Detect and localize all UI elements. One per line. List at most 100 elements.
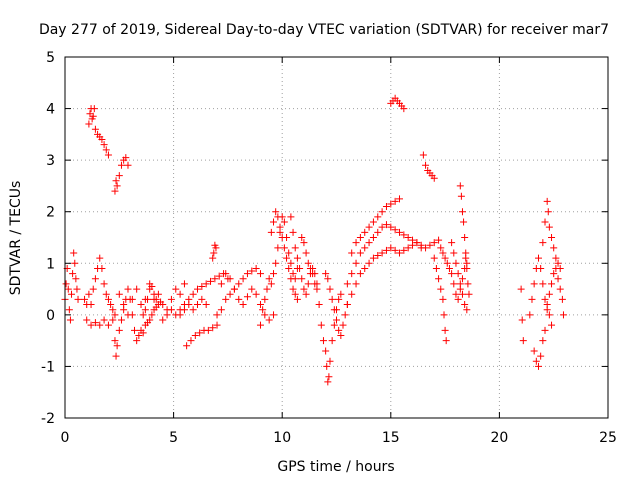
data-point	[430, 239, 438, 247]
data-point	[109, 316, 117, 324]
data-point	[72, 275, 80, 283]
data-point	[87, 321, 95, 329]
data-point	[322, 347, 330, 355]
data-point	[191, 331, 199, 339]
data-point	[450, 249, 458, 257]
data-point	[235, 295, 243, 303]
data-point	[324, 275, 332, 283]
data-point	[111, 337, 119, 345]
data-point	[185, 301, 193, 309]
data-point	[252, 290, 260, 298]
data-point	[159, 316, 167, 324]
data-point	[96, 254, 104, 262]
series-seg-12	[209, 241, 220, 262]
data-point	[348, 290, 356, 298]
data-point	[458, 290, 466, 298]
data-point	[443, 259, 451, 267]
data-point	[198, 295, 206, 303]
data-point	[519, 337, 527, 345]
data-point	[274, 213, 282, 221]
data-point	[448, 270, 456, 278]
data-point	[317, 321, 325, 329]
data-point	[432, 264, 440, 272]
data-point	[454, 295, 462, 303]
y-axis-ticks: -2 -1 0 1 2 3 4 5	[41, 50, 608, 427]
data-point	[112, 177, 120, 185]
data-point	[98, 136, 106, 144]
data-point	[324, 378, 332, 386]
data-point	[209, 324, 217, 332]
data-point	[439, 295, 447, 303]
data-point	[298, 234, 306, 241]
data-point	[387, 200, 395, 208]
data-point	[413, 239, 421, 247]
data-point	[417, 244, 425, 252]
series-seg-05	[111, 154, 132, 195]
data-point	[124, 285, 132, 293]
data-point	[456, 182, 464, 190]
data-point	[548, 321, 556, 329]
series-seg-25	[419, 151, 438, 182]
data-point	[323, 362, 331, 370]
data-point	[83, 316, 91, 324]
data-point	[391, 226, 399, 234]
data-point	[543, 301, 551, 309]
data-point	[365, 239, 373, 247]
data-point	[263, 285, 271, 293]
data-point	[304, 259, 312, 267]
data-point	[545, 290, 553, 298]
data-point	[554, 275, 562, 283]
data-point	[335, 295, 343, 303]
data-point	[211, 275, 219, 283]
data-point	[532, 357, 540, 365]
data-point	[113, 342, 121, 350]
data-point	[293, 254, 301, 262]
data-point	[135, 331, 143, 339]
data-point	[437, 244, 445, 252]
series-seg-15	[256, 213, 301, 329]
data-point	[287, 213, 295, 221]
x-tick-label: 0	[61, 430, 70, 446]
data-point	[302, 249, 310, 257]
data-point	[378, 223, 386, 231]
data-point	[285, 264, 293, 272]
series-seg-11	[183, 321, 221, 350]
data-point	[352, 280, 360, 288]
data-point	[537, 264, 545, 272]
data-point	[189, 290, 197, 298]
data-point	[90, 105, 98, 113]
data-point	[552, 264, 560, 272]
data-point	[278, 234, 286, 241]
data-point	[64, 285, 72, 293]
data-point	[270, 311, 278, 319]
series-seg-03	[83, 316, 117, 329]
data-point	[526, 311, 534, 319]
data-point	[133, 285, 141, 293]
data-point	[463, 264, 471, 272]
data-marks	[61, 94, 567, 386]
data-point	[222, 295, 230, 303]
data-point	[395, 228, 403, 236]
series-seg-24	[387, 94, 408, 113]
data-point	[139, 329, 147, 337]
data-point	[461, 234, 469, 241]
data-point	[193, 285, 201, 293]
data-point	[356, 270, 364, 278]
data-point	[289, 270, 297, 278]
series-seg-10	[176, 295, 210, 319]
data-point	[111, 311, 119, 319]
data-point	[243, 293, 251, 301]
data-point	[435, 236, 443, 244]
data-point	[343, 280, 351, 288]
data-point	[81, 295, 89, 303]
data-point	[441, 326, 449, 334]
data-point	[450, 280, 458, 288]
data-point	[89, 285, 97, 293]
data-point	[458, 208, 466, 216]
data-point	[285, 249, 293, 257]
data-point	[422, 161, 430, 169]
data-point	[96, 321, 104, 329]
data-point	[113, 182, 121, 190]
data-point	[541, 218, 549, 226]
